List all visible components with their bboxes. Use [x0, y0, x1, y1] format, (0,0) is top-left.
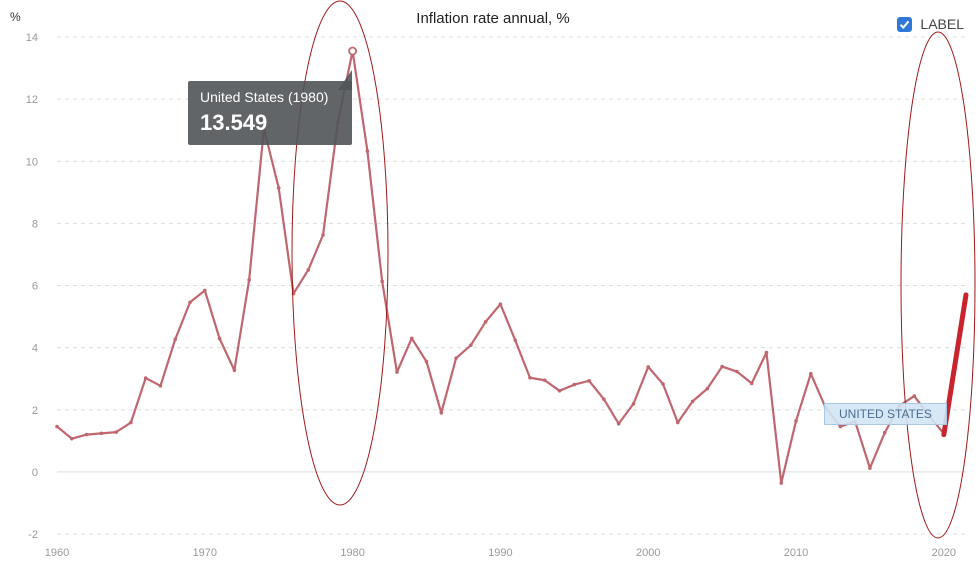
annotation-layer — [291, 0, 976, 539]
data-point[interactable] — [794, 419, 798, 423]
x-tick-label: 2000 — [636, 547, 660, 559]
y-tick-label: 12 — [26, 94, 38, 106]
data-point[interactable] — [380, 279, 384, 284]
data-point[interactable] — [129, 420, 133, 425]
series-name-tag: UNITED STATES — [824, 403, 947, 425]
y-tick-label: 10 — [26, 156, 38, 168]
data-point[interactable] — [764, 350, 769, 355]
x-tick-label: 1960 — [45, 547, 69, 559]
y-tick-label: 14 — [26, 32, 38, 44]
x-tick-label: 1990 — [488, 547, 512, 559]
data-point[interactable] — [572, 382, 577, 387]
legend-label: LABEL — [920, 16, 964, 32]
data-point[interactable] — [232, 368, 237, 373]
check-icon — [900, 20, 910, 29]
y-axis-unit: % — [10, 10, 21, 24]
data-point[interactable] — [84, 432, 89, 437]
data-point[interactable] — [276, 186, 281, 190]
data-point[interactable] — [513, 338, 517, 342]
data-point[interactable] — [587, 379, 591, 383]
data-point[interactable] — [454, 356, 458, 360]
x-tick-label: 1970 — [193, 547, 217, 559]
annotation-ellipse — [291, 0, 389, 506]
data-tooltip: United States (1980) 13.549 — [188, 81, 352, 145]
data-point[interactable] — [55, 424, 59, 429]
data-point[interactable] — [483, 320, 488, 324]
y-tick-label: 4 — [32, 343, 38, 355]
data-point[interactable] — [705, 386, 710, 391]
data-point[interactable] — [409, 336, 414, 341]
y-tick-label: -2 — [28, 529, 38, 541]
legend-checkbox[interactable] — [897, 16, 913, 32]
tooltip-value: 13.549 — [200, 110, 268, 135]
highlighted-data-point[interactable] — [348, 46, 358, 56]
y-tick-label: 0 — [32, 467, 38, 479]
y-axis-ticks: -2 0 2 4 6 8 10 12 14 — [26, 32, 38, 541]
data-point[interactable] — [143, 376, 148, 380]
data-point[interactable] — [735, 369, 739, 374]
data-point[interactable] — [646, 365, 651, 369]
tooltip-label: United States (1980) — [200, 89, 329, 105]
data-point[interactable] — [675, 420, 680, 425]
data-point[interactable] — [69, 436, 74, 441]
data-point[interactable] — [99, 431, 104, 436]
y-tick-label: 2 — [32, 405, 38, 417]
data-point[interactable] — [424, 359, 429, 364]
data-point[interactable] — [306, 268, 311, 272]
data-point[interactable] — [912, 394, 917, 398]
data-point[interactable] — [217, 336, 222, 341]
data-point[interactable] — [779, 481, 784, 485]
data-point[interactable] — [439, 411, 444, 415]
data-point[interactable] — [690, 399, 695, 404]
data-point[interactable] — [661, 382, 665, 386]
x-tick-label: 2020 — [932, 547, 956, 559]
data-point[interactable] — [469, 343, 473, 347]
data-point[interactable] — [173, 337, 178, 342]
series-layer — [55, 46, 969, 485]
data-point[interactable] — [749, 381, 754, 386]
data-point[interactable] — [188, 300, 192, 305]
legend-toggle[interactable]: LABEL — [897, 16, 964, 32]
data-point[interactable] — [395, 370, 399, 374]
data-point[interactable] — [882, 430, 887, 435]
y-tick-label: 8 — [32, 218, 38, 230]
data-point[interactable] — [498, 302, 503, 306]
data-point[interactable] — [631, 402, 636, 406]
data-point[interactable] — [720, 364, 724, 369]
y-tick-label: 6 — [32, 281, 38, 293]
data-point[interactable] — [528, 375, 532, 380]
data-point[interactable] — [114, 430, 118, 434]
data-point[interactable] — [247, 278, 251, 282]
data-point[interactable] — [616, 421, 621, 426]
chart-title: Inflation rate annual, % — [416, 10, 570, 27]
data-point[interactable] — [321, 233, 325, 237]
data-point[interactable] — [868, 466, 872, 470]
annotation-ellipse — [900, 31, 976, 539]
data-point[interactable] — [542, 378, 547, 383]
grid-lines — [57, 36, 966, 535]
x-tick-label: 1980 — [340, 547, 364, 559]
data-point[interactable] — [203, 288, 207, 293]
data-point[interactable] — [602, 397, 606, 401]
series-line-recent — [941, 292, 969, 438]
data-point[interactable] — [838, 424, 843, 429]
data-point[interactable] — [557, 389, 562, 393]
data-point[interactable] — [365, 149, 370, 153]
x-axis-ticks: 1960 1970 1980 1990 2000 2010 2020 — [45, 547, 956, 559]
x-tick-label: 2010 — [784, 547, 808, 559]
data-point[interactable] — [158, 384, 163, 388]
data-point[interactable] — [809, 371, 813, 376]
